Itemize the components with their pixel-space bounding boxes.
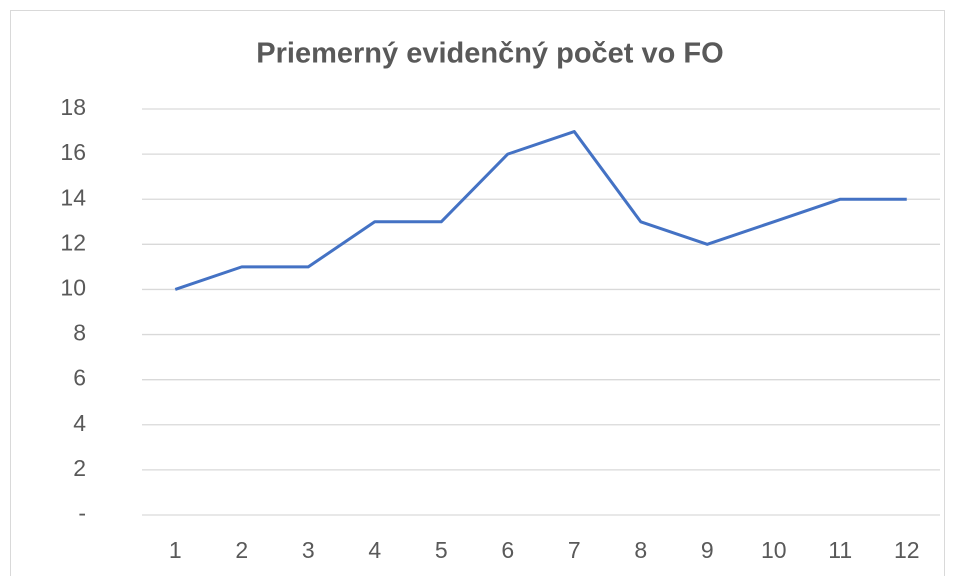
y-tick-label: 18 — [60, 94, 86, 120]
x-tick-label: 5 — [435, 537, 448, 563]
x-tick-label: 1 — [169, 537, 182, 563]
chart-border — [10, 10, 945, 576]
x-tick-label: 6 — [501, 537, 514, 563]
y-tick-label: - — [78, 500, 86, 526]
y-tick-label: 2 — [73, 455, 86, 481]
x-tick-label: 4 — [368, 537, 381, 563]
y-tick-label: 12 — [60, 229, 86, 255]
x-tick-label: 3 — [302, 537, 315, 563]
y-tick-label: 4 — [73, 410, 86, 436]
y-tick-label: 8 — [73, 320, 86, 346]
x-tick-label: 12 — [894, 537, 920, 563]
y-tick-label: 14 — [60, 184, 86, 210]
x-tick-label: 9 — [701, 537, 714, 563]
data-line — [174, 130, 907, 291]
y-tick-label: 16 — [60, 139, 86, 165]
x-tick-label: 10 — [761, 537, 787, 563]
x-tick-label: 8 — [634, 537, 647, 563]
chart-title: Priemerný evidenčný počet vo FO — [256, 38, 723, 70]
x-tick-label: 2 — [235, 537, 248, 563]
y-tick-label: 10 — [60, 275, 86, 301]
x-tick-label: 7 — [568, 537, 581, 563]
y-tick-label: 6 — [73, 365, 86, 391]
x-tick-label: 11 — [828, 537, 852, 563]
